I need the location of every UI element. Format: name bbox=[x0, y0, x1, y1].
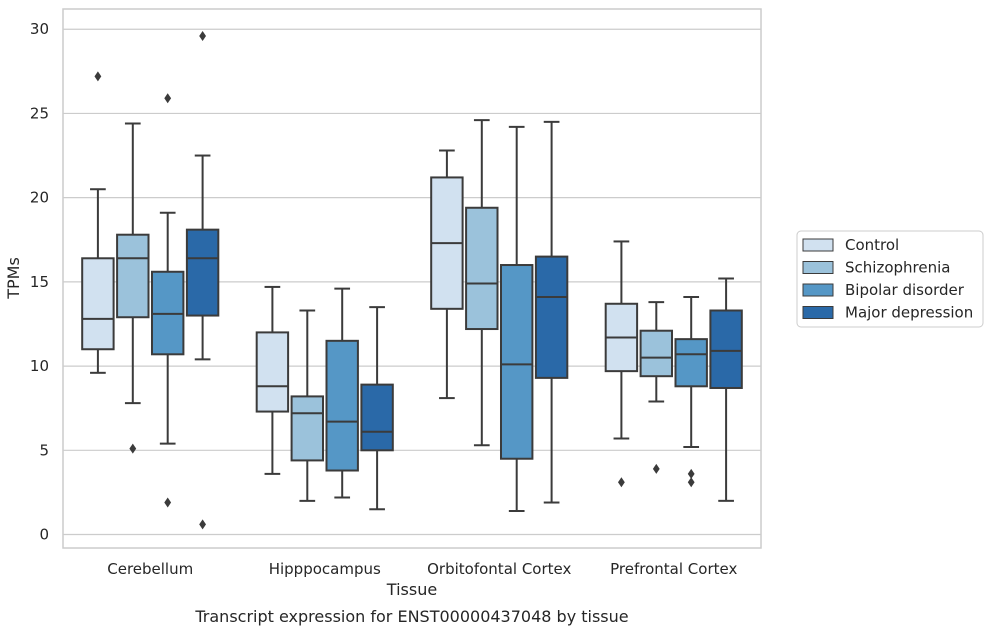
legend-label: Schizophrenia bbox=[845, 259, 950, 277]
outlier-point bbox=[164, 497, 172, 508]
boxes bbox=[81, 30, 743, 530]
outlier-point bbox=[129, 443, 137, 454]
outlier-point bbox=[652, 463, 660, 474]
y-axis-label: TPMs bbox=[4, 257, 23, 300]
legend-swatch bbox=[802, 238, 834, 252]
x-tick-labels: Cerebellum Hipppocampus Orbitofontal Corte… bbox=[107, 560, 737, 578]
outlier-point bbox=[94, 71, 102, 82]
box-2-1 bbox=[325, 287, 359, 499]
box-iqr bbox=[325, 339, 359, 472]
box-1-2 bbox=[465, 119, 499, 447]
figure-caption: Transcript expression for ENST0000043704… bbox=[194, 607, 628, 626]
box-3-2 bbox=[534, 120, 569, 504]
outlier-point bbox=[199, 30, 206, 41]
box-iqr bbox=[290, 395, 325, 462]
gridlines bbox=[63, 28, 761, 536]
box-iqr bbox=[81, 257, 115, 351]
y-tick-label: 0 bbox=[39, 526, 49, 544]
legend-swatch bbox=[802, 306, 834, 319]
box-iqr bbox=[116, 233, 150, 319]
outlier-point bbox=[687, 468, 695, 479]
legend: Control Schizophrenia Bipolar disorder Majo… bbox=[796, 230, 984, 328]
box-iqr bbox=[534, 255, 569, 379]
y-tick-label: 15 bbox=[30, 273, 49, 291]
box-iqr bbox=[639, 329, 674, 378]
box-2-3 bbox=[674, 296, 708, 488]
box-iqr bbox=[360, 383, 394, 452]
box-iqr bbox=[185, 228, 220, 317]
y-tick-label: 20 bbox=[30, 189, 49, 207]
outlier-point bbox=[164, 93, 172, 104]
outlier-point bbox=[618, 477, 625, 488]
y-tick-labels: 0 5 10 15 20 25 30 bbox=[30, 20, 49, 543]
box-3-1 bbox=[360, 306, 394, 511]
legend-swatch bbox=[802, 261, 834, 274]
box-1-1 bbox=[290, 309, 325, 502]
y-tick-label: 10 bbox=[30, 357, 49, 375]
x-axis-label: Tissue bbox=[386, 580, 437, 599]
x-tick-label: Hipppocampus bbox=[269, 560, 381, 578]
box-0-2 bbox=[430, 149, 464, 400]
outlier-point bbox=[687, 477, 695, 488]
box-iqr bbox=[465, 206, 499, 331]
y-tick-label: 5 bbox=[39, 441, 49, 459]
legend-label: Major depression bbox=[845, 304, 973, 322]
box-1-3 bbox=[639, 301, 674, 474]
box-0-1 bbox=[255, 285, 290, 475]
outlier-point bbox=[199, 519, 206, 530]
legend-label: Control bbox=[845, 236, 899, 254]
x-tick-label: Orbitofontal Cortex bbox=[427, 560, 571, 578]
x-tick-label: Cerebellum bbox=[107, 560, 193, 578]
box-0-0 bbox=[81, 71, 115, 374]
box-iqr bbox=[674, 338, 708, 388]
y-tick-label: 25 bbox=[30, 104, 49, 122]
box-1-0 bbox=[116, 122, 150, 454]
box-iqr bbox=[255, 331, 290, 413]
box-3-3 bbox=[709, 277, 743, 502]
y-tick-label: 30 bbox=[30, 20, 49, 38]
legend-frame bbox=[796, 230, 984, 328]
legend-label: Bipolar disorder bbox=[845, 281, 965, 299]
box-iqr bbox=[499, 264, 534, 460]
x-tick-label: Prefrontal Cortex bbox=[610, 560, 737, 578]
legend-swatch bbox=[802, 283, 834, 297]
box-iqr bbox=[709, 309, 743, 389]
box-2-0 bbox=[150, 93, 185, 508]
box-3-0 bbox=[185, 30, 220, 530]
box-0-3 bbox=[604, 240, 639, 488]
box-2-2 bbox=[499, 125, 534, 512]
